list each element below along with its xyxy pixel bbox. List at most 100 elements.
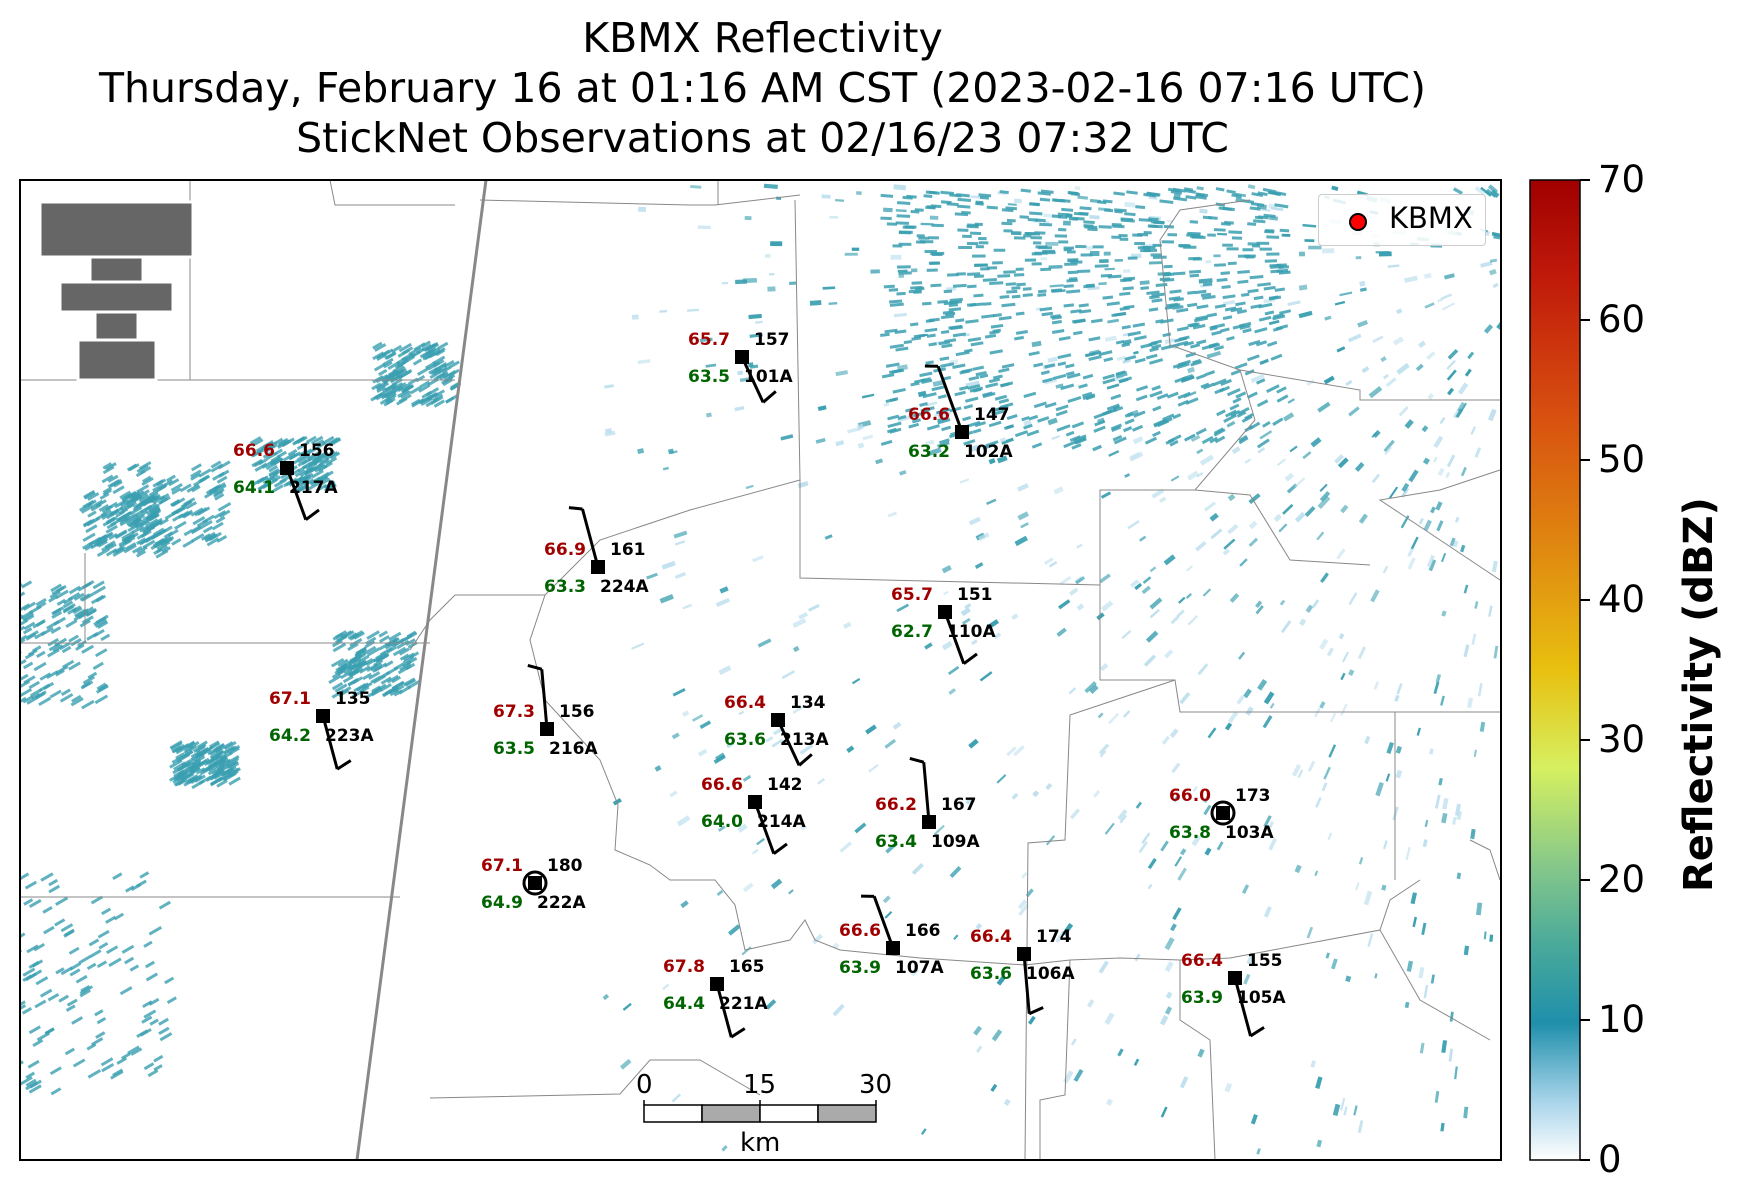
station-pressure: 180 bbox=[547, 856, 583, 876]
station-id: 102A bbox=[964, 442, 1013, 462]
station-110a: 65.7 151 62.7 110A bbox=[891, 585, 996, 665]
station-marker bbox=[938, 605, 952, 619]
station-dewpoint: 63.6 bbox=[724, 730, 766, 750]
wind-barb-shaft bbox=[1022, 953, 1031, 1014]
wind-barb-shaft bbox=[922, 762, 931, 823]
title-line-2: Thursday, February 16 at 01:16 AM CST (2… bbox=[99, 64, 1426, 112]
station-216a: 67.3 156 63.5 216A bbox=[493, 664, 598, 759]
colorbar-label: Reflectivity (dBZ) bbox=[1676, 497, 1722, 892]
station-marker bbox=[922, 815, 936, 829]
wind-barb-feather bbox=[798, 753, 813, 767]
wind-barb-feather bbox=[962, 652, 978, 665]
station-marker bbox=[735, 350, 749, 364]
station-marker bbox=[316, 709, 330, 723]
wind-barb-shaft bbox=[753, 801, 776, 855]
station-pressure: 161 bbox=[610, 540, 646, 560]
scale-label-0: 0 bbox=[636, 1070, 653, 1100]
colorbar-tick-70: 70 bbox=[1598, 158, 1646, 201]
colorbar-tick-20: 20 bbox=[1598, 858, 1646, 901]
station-dewpoint: 63.9 bbox=[839, 958, 881, 978]
station-marker bbox=[771, 713, 785, 727]
sticknet-stations: 65.7 157 63.5 101A 66.6 147 63.2 102A 66.6 156 64.… bbox=[233, 330, 1286, 1039]
wind-barb-feather bbox=[1249, 1026, 1265, 1038]
station-id: 103A bbox=[1225, 823, 1274, 843]
station-dewpoint: 63.5 bbox=[688, 367, 730, 387]
station-id: 107A bbox=[895, 958, 944, 978]
station-dewpoint: 63.3 bbox=[544, 577, 586, 597]
wind-barb-feather bbox=[568, 506, 583, 511]
station-temperature: 67.8 bbox=[663, 957, 705, 977]
reflectivity-echoes bbox=[20, 183, 1501, 1155]
station-marker bbox=[955, 425, 969, 439]
station-id: 214A bbox=[757, 812, 806, 832]
wind-barb-shaft bbox=[872, 895, 895, 949]
station-marker bbox=[280, 461, 294, 475]
radar-site-marker-icon bbox=[1349, 213, 1367, 231]
legend: KBMX bbox=[1318, 194, 1486, 246]
station-102a: 66.6 147 63.2 102A bbox=[908, 364, 1013, 462]
station-ring-marker bbox=[1210, 800, 1236, 826]
wind-barb-shaft bbox=[740, 356, 765, 403]
station-marker bbox=[528, 876, 542, 890]
station-pressure: 157 bbox=[754, 330, 790, 350]
station-pressure: 142 bbox=[767, 775, 803, 795]
station-marker bbox=[591, 560, 605, 574]
station-temperature: 66.2 bbox=[875, 795, 917, 815]
station-dewpoint: 64.9 bbox=[481, 893, 523, 913]
title-line-3: StickNet Observations at 02/16/23 07:32 … bbox=[296, 114, 1229, 162]
station-ring-marker bbox=[522, 870, 548, 896]
colorbar-tick-40: 40 bbox=[1598, 578, 1646, 621]
station-id: 110A bbox=[947, 622, 996, 642]
scale-bar bbox=[643, 1100, 877, 1123]
station-213a: 66.4 134 63.6 213A bbox=[724, 693, 829, 767]
station-223a: 67.1 135 64.2 223A bbox=[269, 689, 374, 771]
county-boundaries bbox=[20, 180, 1501, 1160]
station-dewpoint: 63.4 bbox=[875, 832, 917, 852]
station-106a: 66.4 174 63.6 106A bbox=[970, 927, 1075, 1016]
station-109a: 66.2 167 63.4 109A bbox=[875, 757, 980, 852]
station-id: 221A bbox=[719, 994, 768, 1014]
station-id: 213A bbox=[780, 730, 829, 750]
station-222a: 67.1 180 64.9 222A bbox=[481, 856, 586, 913]
station-107a: 66.6 166 63.9 107A bbox=[839, 894, 944, 978]
station-105a: 66.4 155 63.9 105A bbox=[1181, 951, 1286, 1038]
wind-barb-shaft bbox=[540, 669, 549, 730]
colorbar bbox=[1529, 179, 1581, 1161]
station-103a: 66.0 173 63.8 103A bbox=[1169, 786, 1274, 843]
station-temperature: 67.1 bbox=[269, 689, 311, 709]
station-id: 106A bbox=[1026, 964, 1075, 984]
station-id: 222A bbox=[537, 893, 586, 913]
wind-barb-feather bbox=[527, 664, 543, 671]
station-pressure: 166 bbox=[905, 921, 941, 941]
station-temperature: 66.6 bbox=[839, 921, 881, 941]
scale-label-30: 30 bbox=[859, 1070, 893, 1100]
station-id: 216A bbox=[549, 739, 598, 759]
wind-barb-shaft bbox=[285, 467, 308, 521]
station-marker bbox=[1017, 947, 1031, 961]
station-marker bbox=[710, 977, 724, 991]
station-temperature: 66.0 bbox=[1169, 786, 1211, 806]
station-temperature: 66.6 bbox=[908, 405, 950, 425]
ttu-logo bbox=[38, 200, 195, 382]
station-temperature: 66.6 bbox=[233, 441, 275, 461]
station-marker bbox=[886, 941, 900, 955]
station-dewpoint: 63.6 bbox=[970, 964, 1012, 984]
station-temperature: 65.7 bbox=[891, 585, 933, 605]
colorbar-tick-60: 60 bbox=[1598, 298, 1646, 341]
title-line-1: KBMX Reflectivity bbox=[582, 14, 943, 62]
station-dewpoint: 63.9 bbox=[1181, 988, 1223, 1008]
station-217a: 66.6 156 64.1 217A bbox=[233, 441, 338, 521]
wind-barb-shaft bbox=[943, 611, 966, 665]
station-pressure: 155 bbox=[1247, 951, 1283, 971]
station-marker bbox=[1216, 806, 1230, 820]
station-pressure: 173 bbox=[1235, 786, 1271, 806]
wind-barb-shaft bbox=[776, 719, 801, 766]
station-dewpoint: 63.2 bbox=[908, 442, 950, 462]
station-id: 101A bbox=[744, 367, 793, 387]
station-pressure: 151 bbox=[957, 585, 993, 605]
station-marker bbox=[1228, 971, 1242, 985]
station-temperature: 65.7 bbox=[688, 330, 730, 350]
station-temperature: 66.4 bbox=[724, 693, 766, 713]
map-frame bbox=[19, 179, 1502, 1161]
station-pressure: 147 bbox=[974, 405, 1010, 425]
